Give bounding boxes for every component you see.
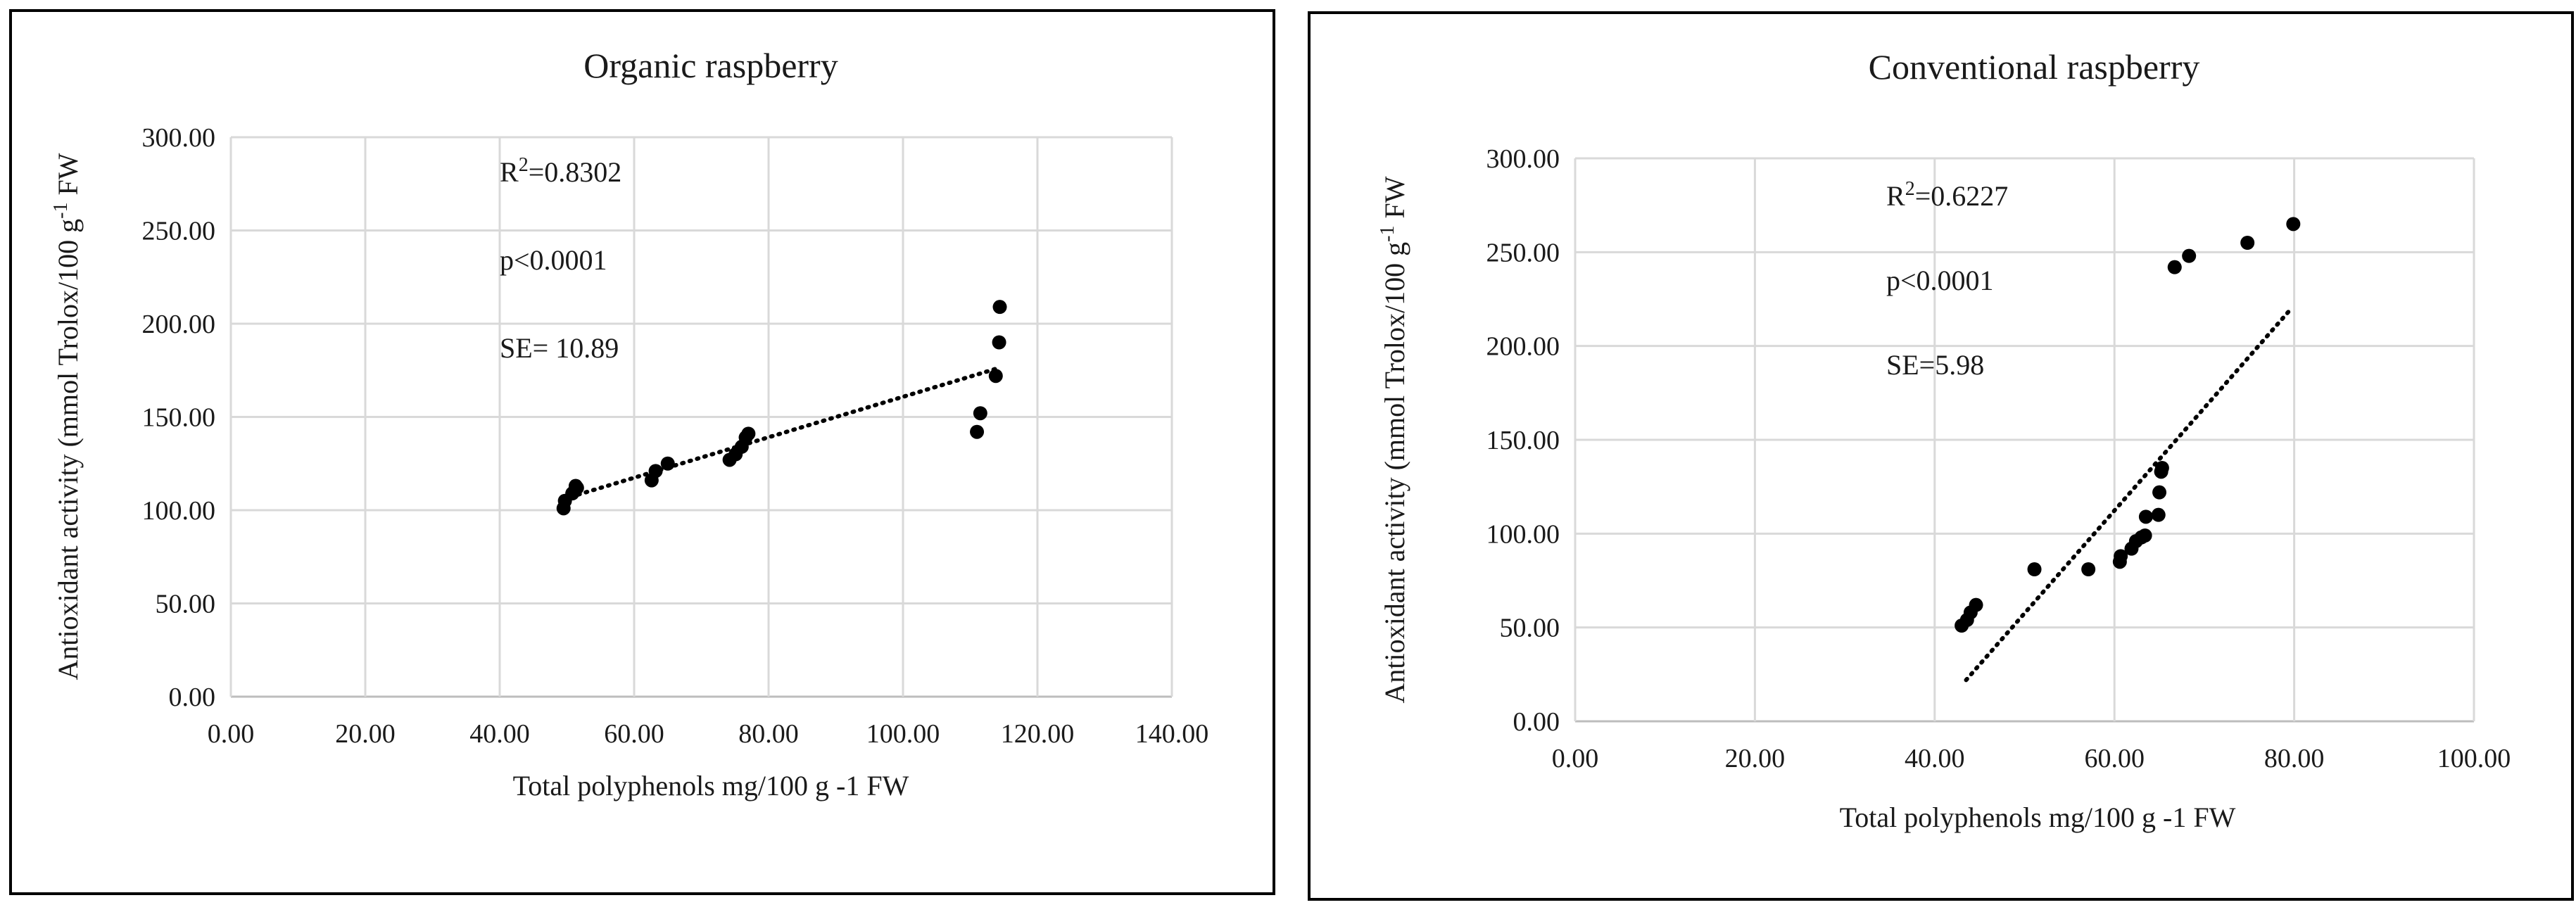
y-axis-label: Antioxidant activity (mmol Trolox/100 g-… — [1377, 176, 1411, 703]
superscript: -1 — [1377, 226, 1399, 242]
x-tick-label: 100.00 — [2437, 744, 2511, 773]
y-tick-label: 200.00 — [142, 310, 216, 339]
data-point — [2152, 485, 2167, 500]
y-axis-label: Antioxidant activity (mmol Trolox/100 g-… — [50, 153, 84, 680]
data-point — [988, 369, 1003, 384]
text-part: Antioxidant activity (mmol Trolox/100 g — [52, 219, 84, 680]
text-part: =0.8302 — [529, 156, 622, 188]
data-point — [2286, 217, 2301, 232]
data-point — [2138, 509, 2153, 524]
data-point — [2114, 549, 2128, 564]
trendline — [1964, 308, 2292, 683]
superscript: 2 — [519, 154, 529, 176]
superscript: 2 — [1905, 178, 1915, 200]
trendline — [561, 366, 999, 502]
data-point — [1969, 597, 1983, 612]
x-tick-label: 60.00 — [2084, 744, 2145, 773]
x-tick-label: 40.00 — [469, 719, 530, 749]
superscript: -1 — [50, 203, 72, 219]
data-point — [973, 406, 987, 421]
stat-annotation: R2=0.8302 — [500, 154, 621, 189]
data-point — [660, 456, 675, 471]
text-part: p<0.0001 — [500, 244, 607, 276]
y-tick-label: 300.00 — [142, 123, 216, 153]
y-tick-label: 200.00 — [1486, 332, 1560, 362]
x-axis-label: Total polyphenols mg/100 g -1 FW — [513, 770, 909, 802]
y-tick-label: 150.00 — [1486, 426, 1560, 455]
data-point — [2151, 507, 2166, 522]
chart-title: Organic raspberry — [583, 46, 838, 85]
x-tick-label: 100.00 — [866, 719, 940, 749]
stat-annotation: p<0.0001 — [500, 244, 607, 276]
y-tick-label: 0.00 — [169, 683, 216, 712]
y-tick-label: 250.00 — [1486, 238, 1560, 267]
y-tick-label: 100.00 — [1486, 519, 1560, 549]
stat-annotation: R2=0.6227 — [1886, 178, 2008, 213]
y-tick-label: 50.00 — [1500, 614, 1560, 643]
y-tick-label: 150.00 — [142, 403, 216, 433]
data-point — [569, 481, 584, 495]
y-tick-label: 300.00 — [1486, 144, 1560, 174]
chart-conventional-raspberry: Conventional raspberry 0.00 50.00 100.00 150… — [1308, 11, 2574, 901]
data-point — [992, 335, 1006, 350]
stat-annotation: SE=5.98 — [1886, 349, 1984, 381]
chart-panel-organic: Organic raspberry 0.00 50.00 100.00 150.00 20… — [9, 9, 1275, 895]
data-point — [2182, 248, 2197, 263]
data-point — [970, 424, 985, 439]
y-tick-label: 0.00 — [1513, 707, 1560, 737]
text-part: =0.6227 — [1915, 180, 2009, 212]
data-point — [992, 300, 1007, 315]
stat-annotation: p<0.0001 — [1886, 265, 1994, 296]
y-tick-label: 50.00 — [156, 590, 216, 619]
data-point — [2240, 236, 2255, 250]
x-tick-label: 20.00 — [335, 719, 396, 749]
text-part: FW — [52, 153, 84, 202]
data-point — [648, 464, 663, 479]
text-part: SE=5.98 — [1886, 349, 1984, 381]
x-axis-label: Total polyphenols mg/100 g -1 FW — [1840, 802, 2236, 833]
x-tick-label: 140.00 — [1135, 719, 1209, 749]
data-point — [2081, 562, 2096, 576]
y-tick-label: 100.00 — [142, 496, 216, 526]
x-tick-label: 40.00 — [1905, 744, 1965, 773]
x-tick-label: 80.00 — [738, 719, 799, 749]
x-tick-label: 0.00 — [1552, 744, 1599, 773]
data-point — [2167, 260, 2182, 274]
x-tick-label: 120.00 — [1001, 719, 1075, 749]
x-tick-label: 0.00 — [208, 719, 255, 749]
x-tick-label: 60.00 — [604, 719, 664, 749]
chart-title: Conventional raspberry — [1869, 47, 2200, 87]
data-point — [741, 426, 756, 441]
data-point — [2138, 528, 2152, 543]
text-part: FW — [1379, 176, 1410, 225]
stat-annotation: SE= 10.89 — [500, 332, 619, 364]
text-part: p<0.0001 — [1886, 265, 1994, 296]
chart-panel-conventional: Conventional raspberry 0.00 50.00 100.00 150… — [1288, 0, 2576, 912]
chart-organic-raspberry: Organic raspberry0.0050.00100.00150.0020… — [9, 9, 1275, 895]
chart-frame — [1308, 11, 2574, 901]
x-tick-label: 20.00 — [1725, 744, 1786, 773]
text-part: R — [500, 156, 519, 188]
chart-frame — [9, 9, 1275, 895]
text-part: Antioxidant activity (mmol Trolox/100 g — [1379, 242, 1410, 704]
y-tick-label: 250.00 — [142, 217, 216, 246]
data-point — [2154, 461, 2169, 475]
x-tick-label: 80.00 — [2264, 744, 2325, 773]
text-part: R — [1886, 180, 1905, 212]
text-part: SE= 10.89 — [500, 332, 619, 364]
data-point — [2027, 562, 2042, 576]
